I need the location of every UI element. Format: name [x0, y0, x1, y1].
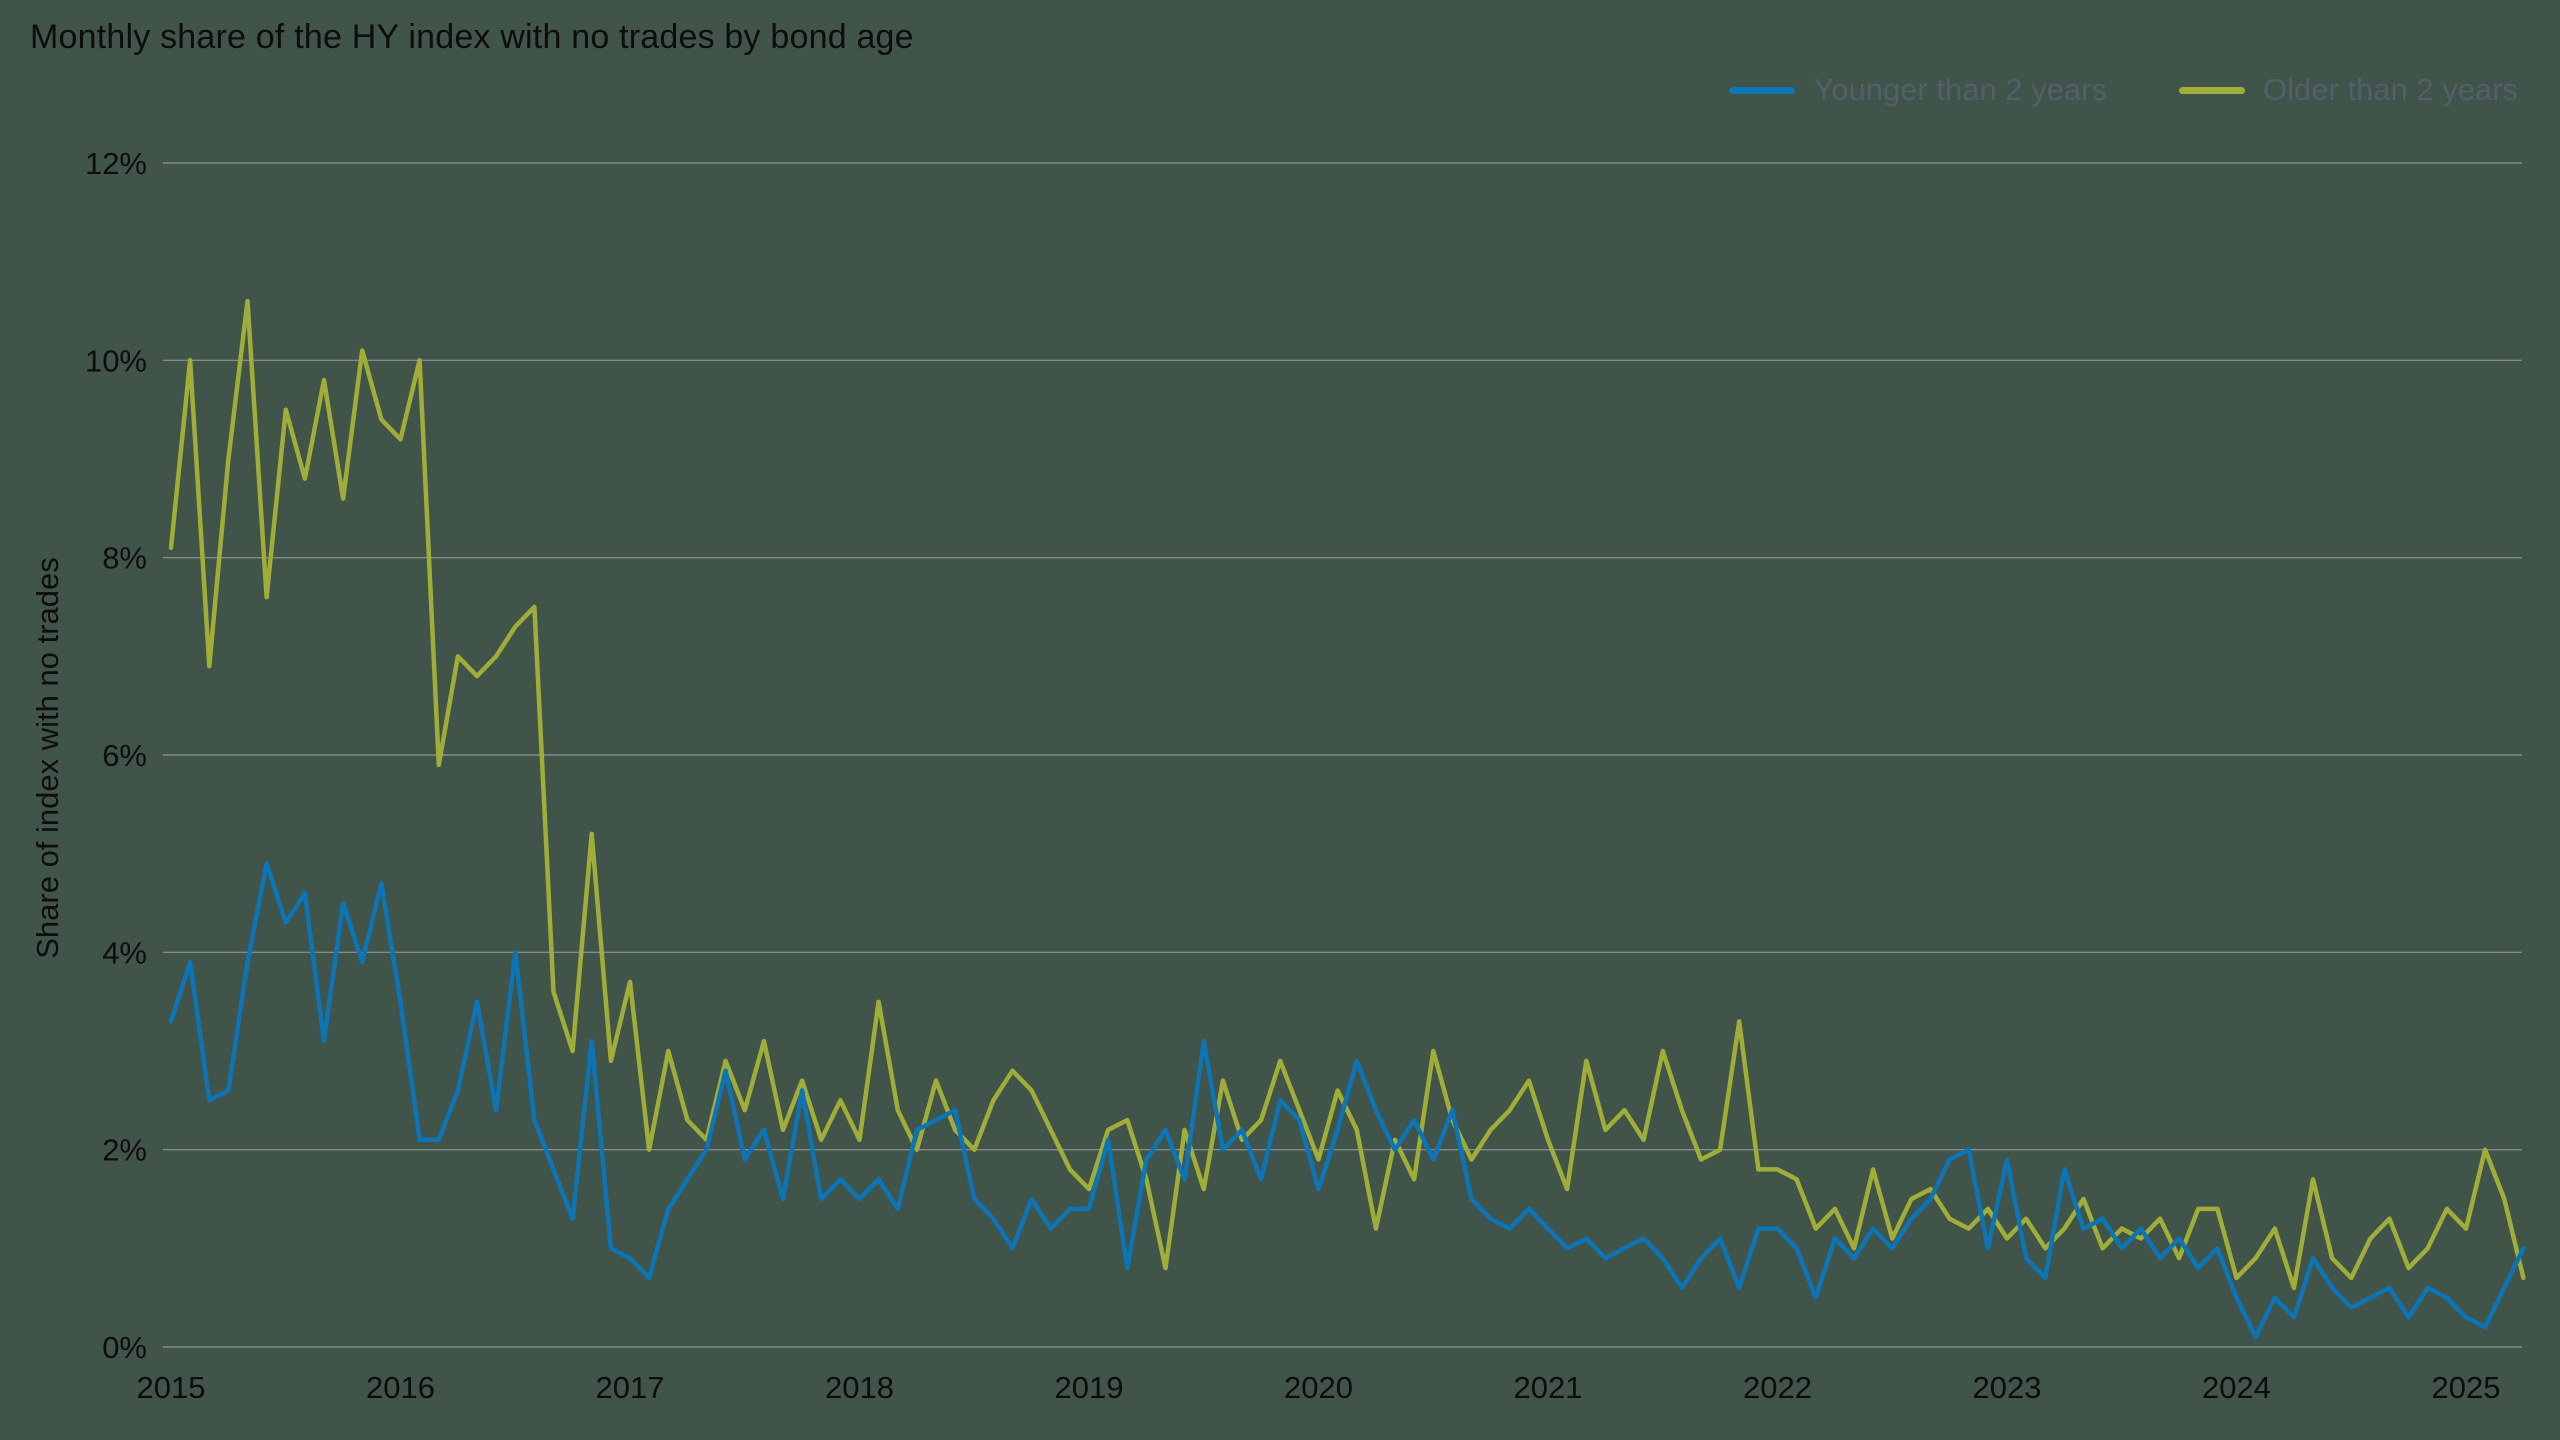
x-tick-label-2021: 2021 — [1514, 1370, 1583, 1405]
series-line-younger-than-2-years — [168, 861, 2526, 1340]
x-tick-label-2022: 2022 — [1743, 1370, 1812, 1405]
x-tick-label-2015: 2015 — [137, 1370, 206, 1405]
x-tick-label-2018: 2018 — [825, 1370, 894, 1405]
legend-label-younger: Younger than 2 years — [1813, 72, 2107, 107]
y-tick-labels: 0% 2% 4% 6% 8% 10% 12% — [85, 146, 147, 1365]
y-tick-label-10: 10% — [85, 343, 147, 378]
legend-swatch-younger — [1729, 86, 1796, 94]
x-tick-labels: 2015 2016 2017 2018 2019 2020 2021 2022 2023 2024… — [137, 1370, 2501, 1405]
series-group — [168, 298, 2526, 1340]
legend-item-older: Older than 2 years — [2178, 72, 2518, 108]
gridlines — [163, 162, 2522, 1348]
x-tick-label-2023: 2023 — [1973, 1370, 2042, 1405]
x-tick-label-2020: 2020 — [1284, 1370, 1353, 1405]
x-tick-label-2016: 2016 — [366, 1370, 435, 1405]
legend-swatch-older — [2178, 86, 2245, 94]
y-tick-label-4: 4% — [102, 935, 147, 970]
x-tick-label-2024: 2024 — [2202, 1370, 2271, 1405]
x-tick-label-2019: 2019 — [1055, 1370, 1124, 1405]
y-tick-label-12: 12% — [85, 146, 147, 181]
legend-item-younger: Younger than 2 years — [1729, 72, 2107, 108]
legend-label-older: Older than 2 years — [2262, 72, 2518, 107]
y-tick-label-6: 6% — [102, 738, 147, 773]
chart-title: Monthly share of the HY index with no tr… — [30, 18, 914, 56]
x-tick-label-2025: 2025 — [2432, 1370, 2501, 1405]
y-tick-label-0: 0% — [102, 1330, 147, 1365]
y-tick-label-2: 2% — [102, 1133, 147, 1168]
series-line-older-than-2-years — [168, 298, 2526, 1291]
y-tick-label-8: 8% — [102, 541, 147, 576]
x-tick-label-2017: 2017 — [596, 1370, 665, 1405]
legend: Younger than 2 years Older than 2 years — [1729, 72, 2518, 108]
